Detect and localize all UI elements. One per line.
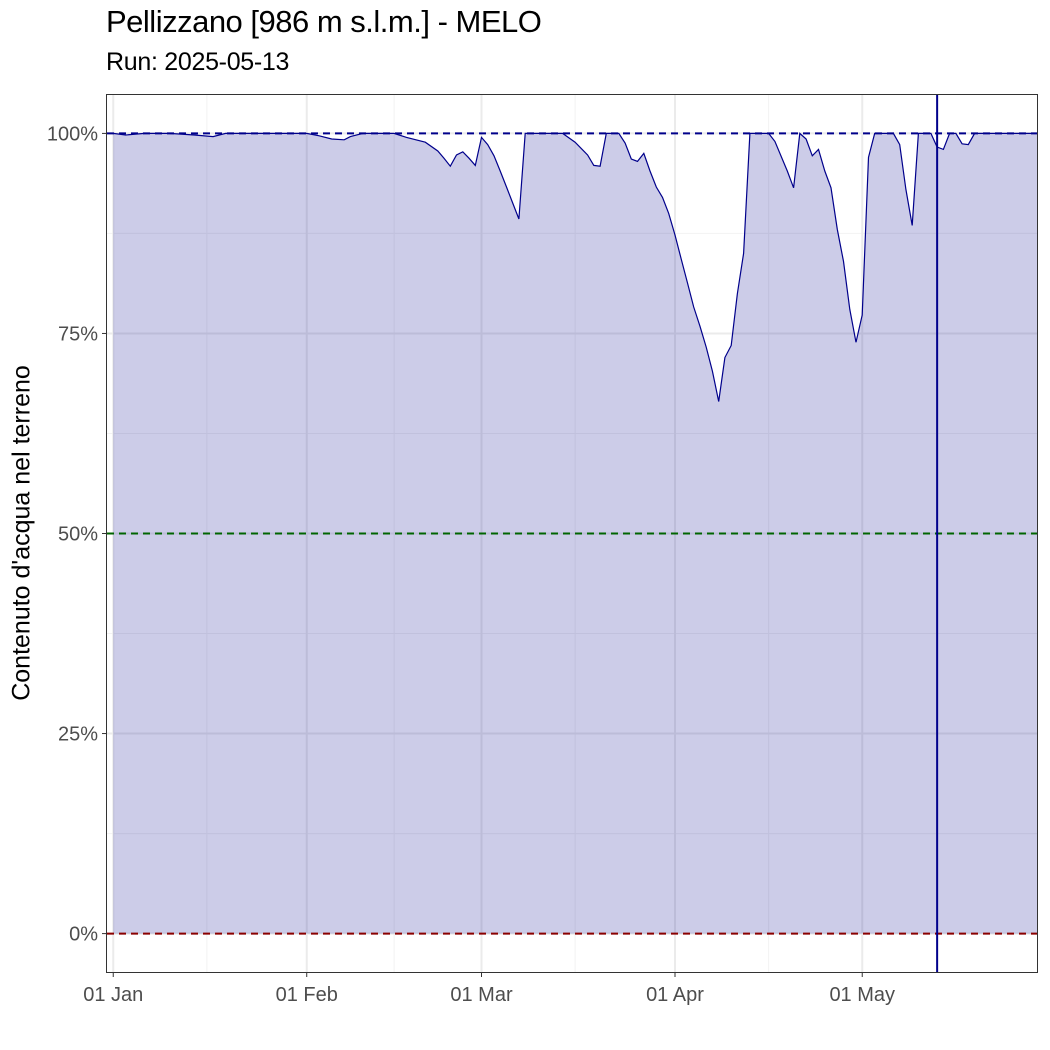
x-tick-label: 01 Feb <box>276 984 338 1006</box>
y-tick-label: 25% <box>58 724 98 746</box>
y-tick-label: 75% <box>58 323 98 345</box>
panel-border <box>106 94 1038 973</box>
reference-lines <box>107 95 1037 972</box>
chart-subtitle: Run: 2025-05-13 <box>106 48 290 76</box>
x-tick-label: 01 Jan <box>83 984 143 1006</box>
x-tick-label: 01 Apr <box>646 984 704 1006</box>
y-tick-label: 0% <box>69 924 98 946</box>
chart-title: Pellizzano [986 m s.l.m.] - MELO <box>106 4 542 39</box>
soil-water-line <box>113 132 1037 402</box>
x-tick-label: 01 Mar <box>450 984 513 1006</box>
y-tick-label: 50% <box>58 524 98 546</box>
y-tick-label: 100% <box>47 123 98 145</box>
x-tick-label: 01 May <box>829 984 895 1006</box>
axes: 0% 25% 50% 75% 100% 01 Jan 01 Feb 01 Mar 01 Apr 0… <box>47 123 895 1006</box>
